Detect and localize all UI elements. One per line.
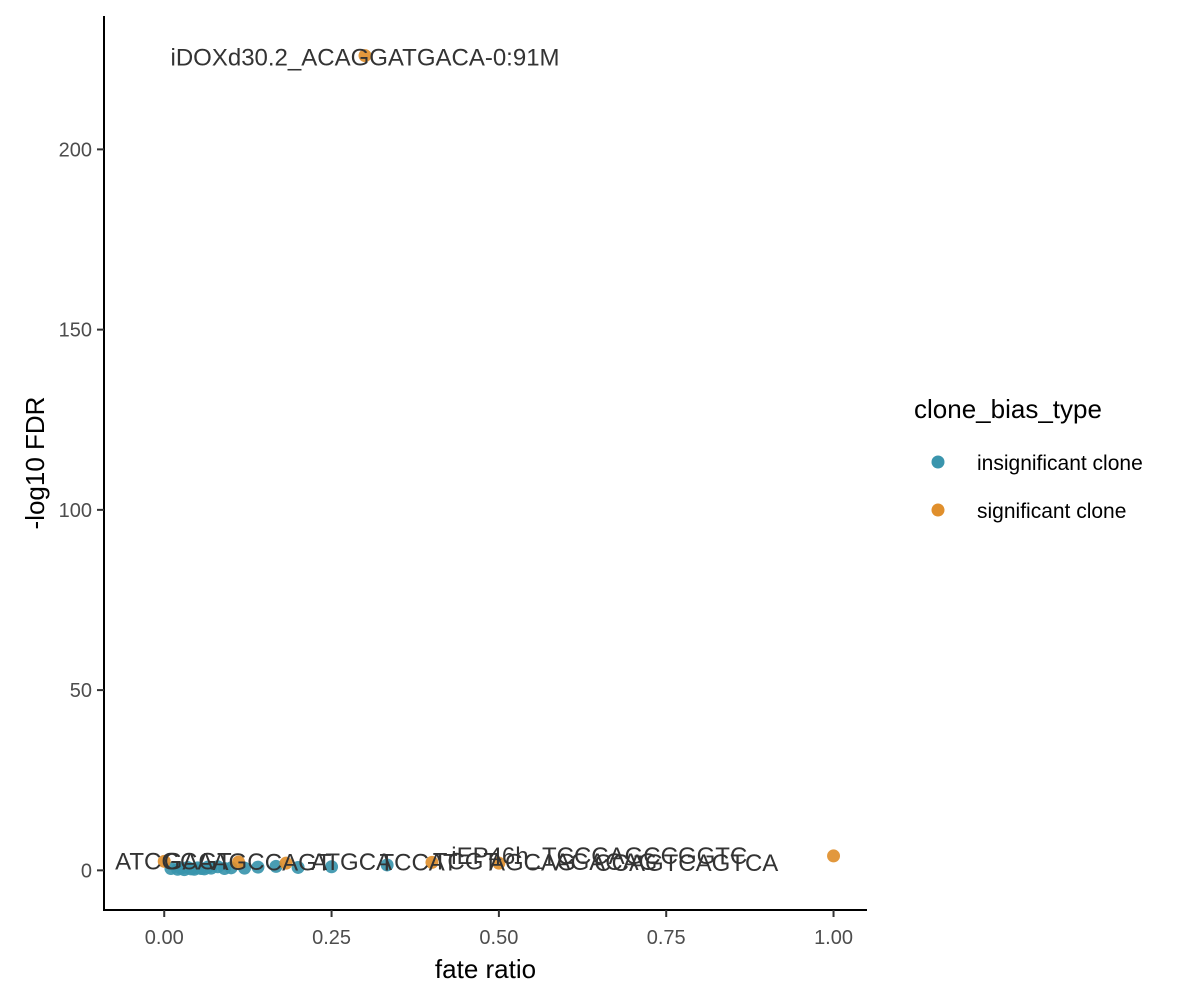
point-label-8: AGCAG xyxy=(489,849,576,876)
y-tick-label-2: 100 xyxy=(59,500,92,522)
point-label-9: iEP46h_TCCCAGCCGGTC xyxy=(451,843,747,870)
y-axis-title: -log10 FDR xyxy=(20,397,50,530)
x-axis-title: fate ratio xyxy=(435,954,536,984)
legend-title: clone_bias_type xyxy=(914,394,1102,424)
data-point-significant-6 xyxy=(827,849,841,863)
data-point-significant-0 xyxy=(157,854,171,868)
point-label-2: GAGT xyxy=(164,848,232,875)
point-label-4: CAGT xyxy=(265,849,332,876)
data-point-insignificant-19 xyxy=(325,860,339,874)
x-tick-label-3: 0.75 xyxy=(647,927,686,949)
point-label-7: TCGT xyxy=(433,849,499,876)
x-tick-label-2: 0.50 xyxy=(479,927,518,949)
point-label-0: iDOXd30.2_ACAGGATGACA-0:91M xyxy=(171,45,560,72)
data-point-significant-4 xyxy=(425,855,439,869)
data-point-insignificant-17 xyxy=(269,859,283,873)
axes-layer: 0.00 0.25 0.50 0.75 1.00 0 50 100 150 200 fate rat… xyxy=(20,16,867,984)
y-tick-label-1: 50 xyxy=(70,680,92,702)
y-tick-label-3: 150 xyxy=(59,320,92,342)
data-point-insignificant-18 xyxy=(291,860,305,874)
x-tick-label-4: 1.00 xyxy=(814,927,853,949)
legend-label-0: insignificant clone xyxy=(977,452,1143,475)
legend-key-1 xyxy=(931,503,945,517)
legend-label-1: significant clone xyxy=(977,500,1126,523)
data-point-significant-2 xyxy=(279,856,293,870)
x-tick-label-0: 0.00 xyxy=(145,927,184,949)
point-label-3: AGC xyxy=(213,849,265,876)
legend: clone_bias_type insignificant clone signif… xyxy=(914,394,1143,523)
x-tick-label-1: 0.25 xyxy=(312,927,351,949)
data-point-significant-5 xyxy=(492,856,506,870)
data-marks-layer xyxy=(157,49,841,877)
y-tick-label-4: 200 xyxy=(59,139,92,161)
data-point-significant-1 xyxy=(232,855,246,869)
data-point-insignificant-16 xyxy=(251,860,265,874)
data-point-insignificant-20 xyxy=(380,858,394,872)
point-label-1: ATCGCA xyxy=(115,848,213,875)
point-label-11: CCAGTCAGTCA xyxy=(594,850,778,877)
y-tick-label-0: 0 xyxy=(81,860,92,882)
point-label-10: AGACAG xyxy=(555,849,658,876)
point-label-6: TCCAT xyxy=(379,849,458,876)
legend-key-0 xyxy=(931,455,945,469)
point-labels-layer: iDOXd30.2_ACAGGATGACA-0:91MATCGCAGAGTAGC… xyxy=(115,45,778,877)
point-label-5: ATGCA xyxy=(311,849,392,876)
data-point-significant-3 xyxy=(358,49,372,63)
